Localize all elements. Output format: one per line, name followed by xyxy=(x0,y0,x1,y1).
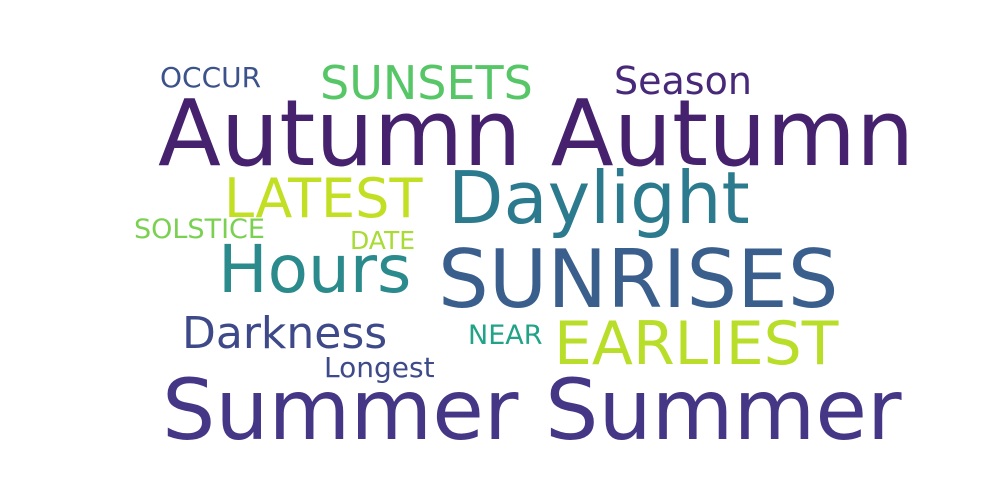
word-darkness: Darkness xyxy=(182,308,388,359)
word-solstice: SOLSTICE xyxy=(134,214,265,245)
word-hours: Hours xyxy=(218,231,412,308)
word-summer-summer: Summer Summer xyxy=(162,361,902,459)
word-occur: OCCUR xyxy=(160,61,262,94)
word-longest: Longest xyxy=(324,351,435,384)
word-sunsets: SUNSETS xyxy=(320,56,533,110)
word-near: NEAR xyxy=(468,320,543,351)
word-autumn-autumn: Autumn Autumn xyxy=(158,80,915,187)
word-sunrises: SUNRISES xyxy=(438,233,839,326)
word-date: DATE xyxy=(350,226,416,255)
word-earliest: EARLIEST xyxy=(554,309,839,379)
word-latest: LATEST xyxy=(224,167,423,230)
word-daylight: Daylight xyxy=(448,156,750,240)
word-season: Season xyxy=(614,59,752,103)
